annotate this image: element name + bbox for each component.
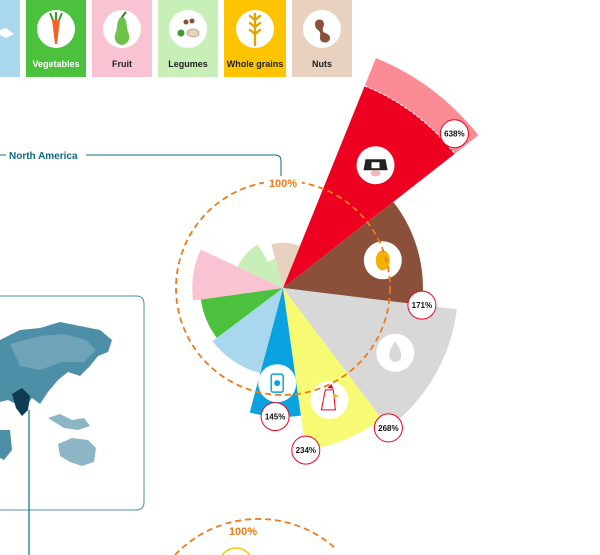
value-badge-ring-dairy [373, 413, 403, 443]
chicken-comb [327, 383, 334, 389]
milk-drop-icon [376, 333, 415, 372]
legend-label-legumes: Legumes [168, 59, 208, 69]
sector-icons [258, 146, 415, 419]
value-badge-eggs: 171% [407, 290, 437, 320]
value-labels: 638% 171% 268% 234% 145% [260, 119, 469, 465]
cow-icon [356, 146, 395, 185]
legend: Vegetables Fruit Legumes Whole grains [0, 0, 352, 77]
map-highlight-south-asia [12, 388, 30, 416]
legend-icon-bg-legumes [169, 10, 207, 48]
region-line-right [86, 154, 282, 178]
map-landmass-islands [48, 414, 90, 430]
legend-item-fruit: Fruit [92, 0, 152, 77]
next-chart-preview: 100% [174, 518, 336, 555]
legend-label-whole-grains: Whole grains [227, 59, 284, 69]
next-reference-label: 100% [229, 526, 257, 538]
region-header: North America [0, 151, 282, 178]
legend-label-fruit: Fruit [112, 59, 132, 69]
legend-label-nuts: Nuts [312, 59, 332, 69]
cow-patch [371, 162, 380, 169]
polar-sectors [192, 58, 479, 451]
value-badge-dairy: 268% [373, 413, 403, 443]
legend-item-nuts: Nuts [292, 0, 352, 77]
carrot-icon [52, 20, 60, 44]
legend-label-vegetables: Vegetables [32, 59, 79, 69]
chicken-body [320, 389, 336, 411]
pear-leaf-icon [121, 11, 127, 18]
value-badge-red-meat: 638% [439, 119, 469, 149]
value-badge-ring-eggs [407, 290, 437, 320]
fish-can-icon [258, 364, 297, 403]
next-reference-label-bg [224, 524, 262, 538]
bean-small-icon [183, 19, 189, 25]
pear-icon [114, 16, 130, 45]
reference-label-bg [264, 176, 302, 190]
world-map-inset [0, 295, 145, 555]
region-title: North America [9, 151, 78, 162]
legend-item-legumes: Legumes [158, 0, 218, 77]
value-label-fish: 145% [265, 413, 285, 422]
sector-fruit [192, 249, 283, 301]
bean-small-icon-2 [189, 18, 195, 24]
sector-vegetables [200, 288, 283, 338]
value-badge-ring-poultry [291, 435, 321, 465]
map-landmass-australia [58, 438, 96, 466]
chicken-icon [310, 380, 349, 419]
sector-red-meat [283, 85, 455, 289]
map-landmass-africa [0, 430, 12, 460]
legend-item-vegetables: Vegetables [26, 0, 86, 77]
legend-item-whole-grains: Whole grains [224, 0, 286, 77]
fish-icon [0, 28, 14, 38]
sector-legumes [237, 244, 283, 288]
sector-eggs [283, 201, 423, 306]
sector-nuts [271, 242, 300, 288]
sector-whole-grains [267, 258, 283, 288]
next-reference-circle [174, 518, 336, 555]
value-label-poultry: 234% [296, 446, 316, 455]
value-label-eggs: 171% [412, 301, 432, 310]
value-badge-ring-fish [260, 402, 290, 432]
cow-nose [370, 170, 381, 177]
next-chart-icon-circle [221, 547, 251, 555]
carrot-leaf-icon [49, 12, 63, 21]
milk-drop-shape [389, 341, 402, 362]
egg-shape [375, 250, 390, 271]
bean-icon [186, 28, 200, 38]
value-label-red-meat: 638% [444, 130, 464, 139]
value-label-dairy: 268% [378, 424, 398, 433]
map-landmass-asia-highlight [10, 334, 96, 370]
value-badge-fish: 145% [260, 402, 290, 432]
wheat-icon [248, 12, 262, 47]
can-fish-mark [274, 380, 281, 387]
value-badge-ring-red-meat [439, 119, 469, 149]
chicken-beak [333, 393, 340, 398]
legend-item-fish [0, 0, 20, 77]
value-badge-poultry: 234% [291, 435, 321, 465]
reference-label-100: 100% [269, 178, 297, 190]
sector-fish-other [212, 288, 283, 374]
egg-icon [363, 241, 402, 280]
peanut-icon [315, 19, 330, 43]
sector-poultry [283, 288, 382, 451]
sector-dairy [283, 288, 457, 428]
pea-icon [177, 29, 185, 37]
legend-swatch-fish [0, 0, 20, 77]
